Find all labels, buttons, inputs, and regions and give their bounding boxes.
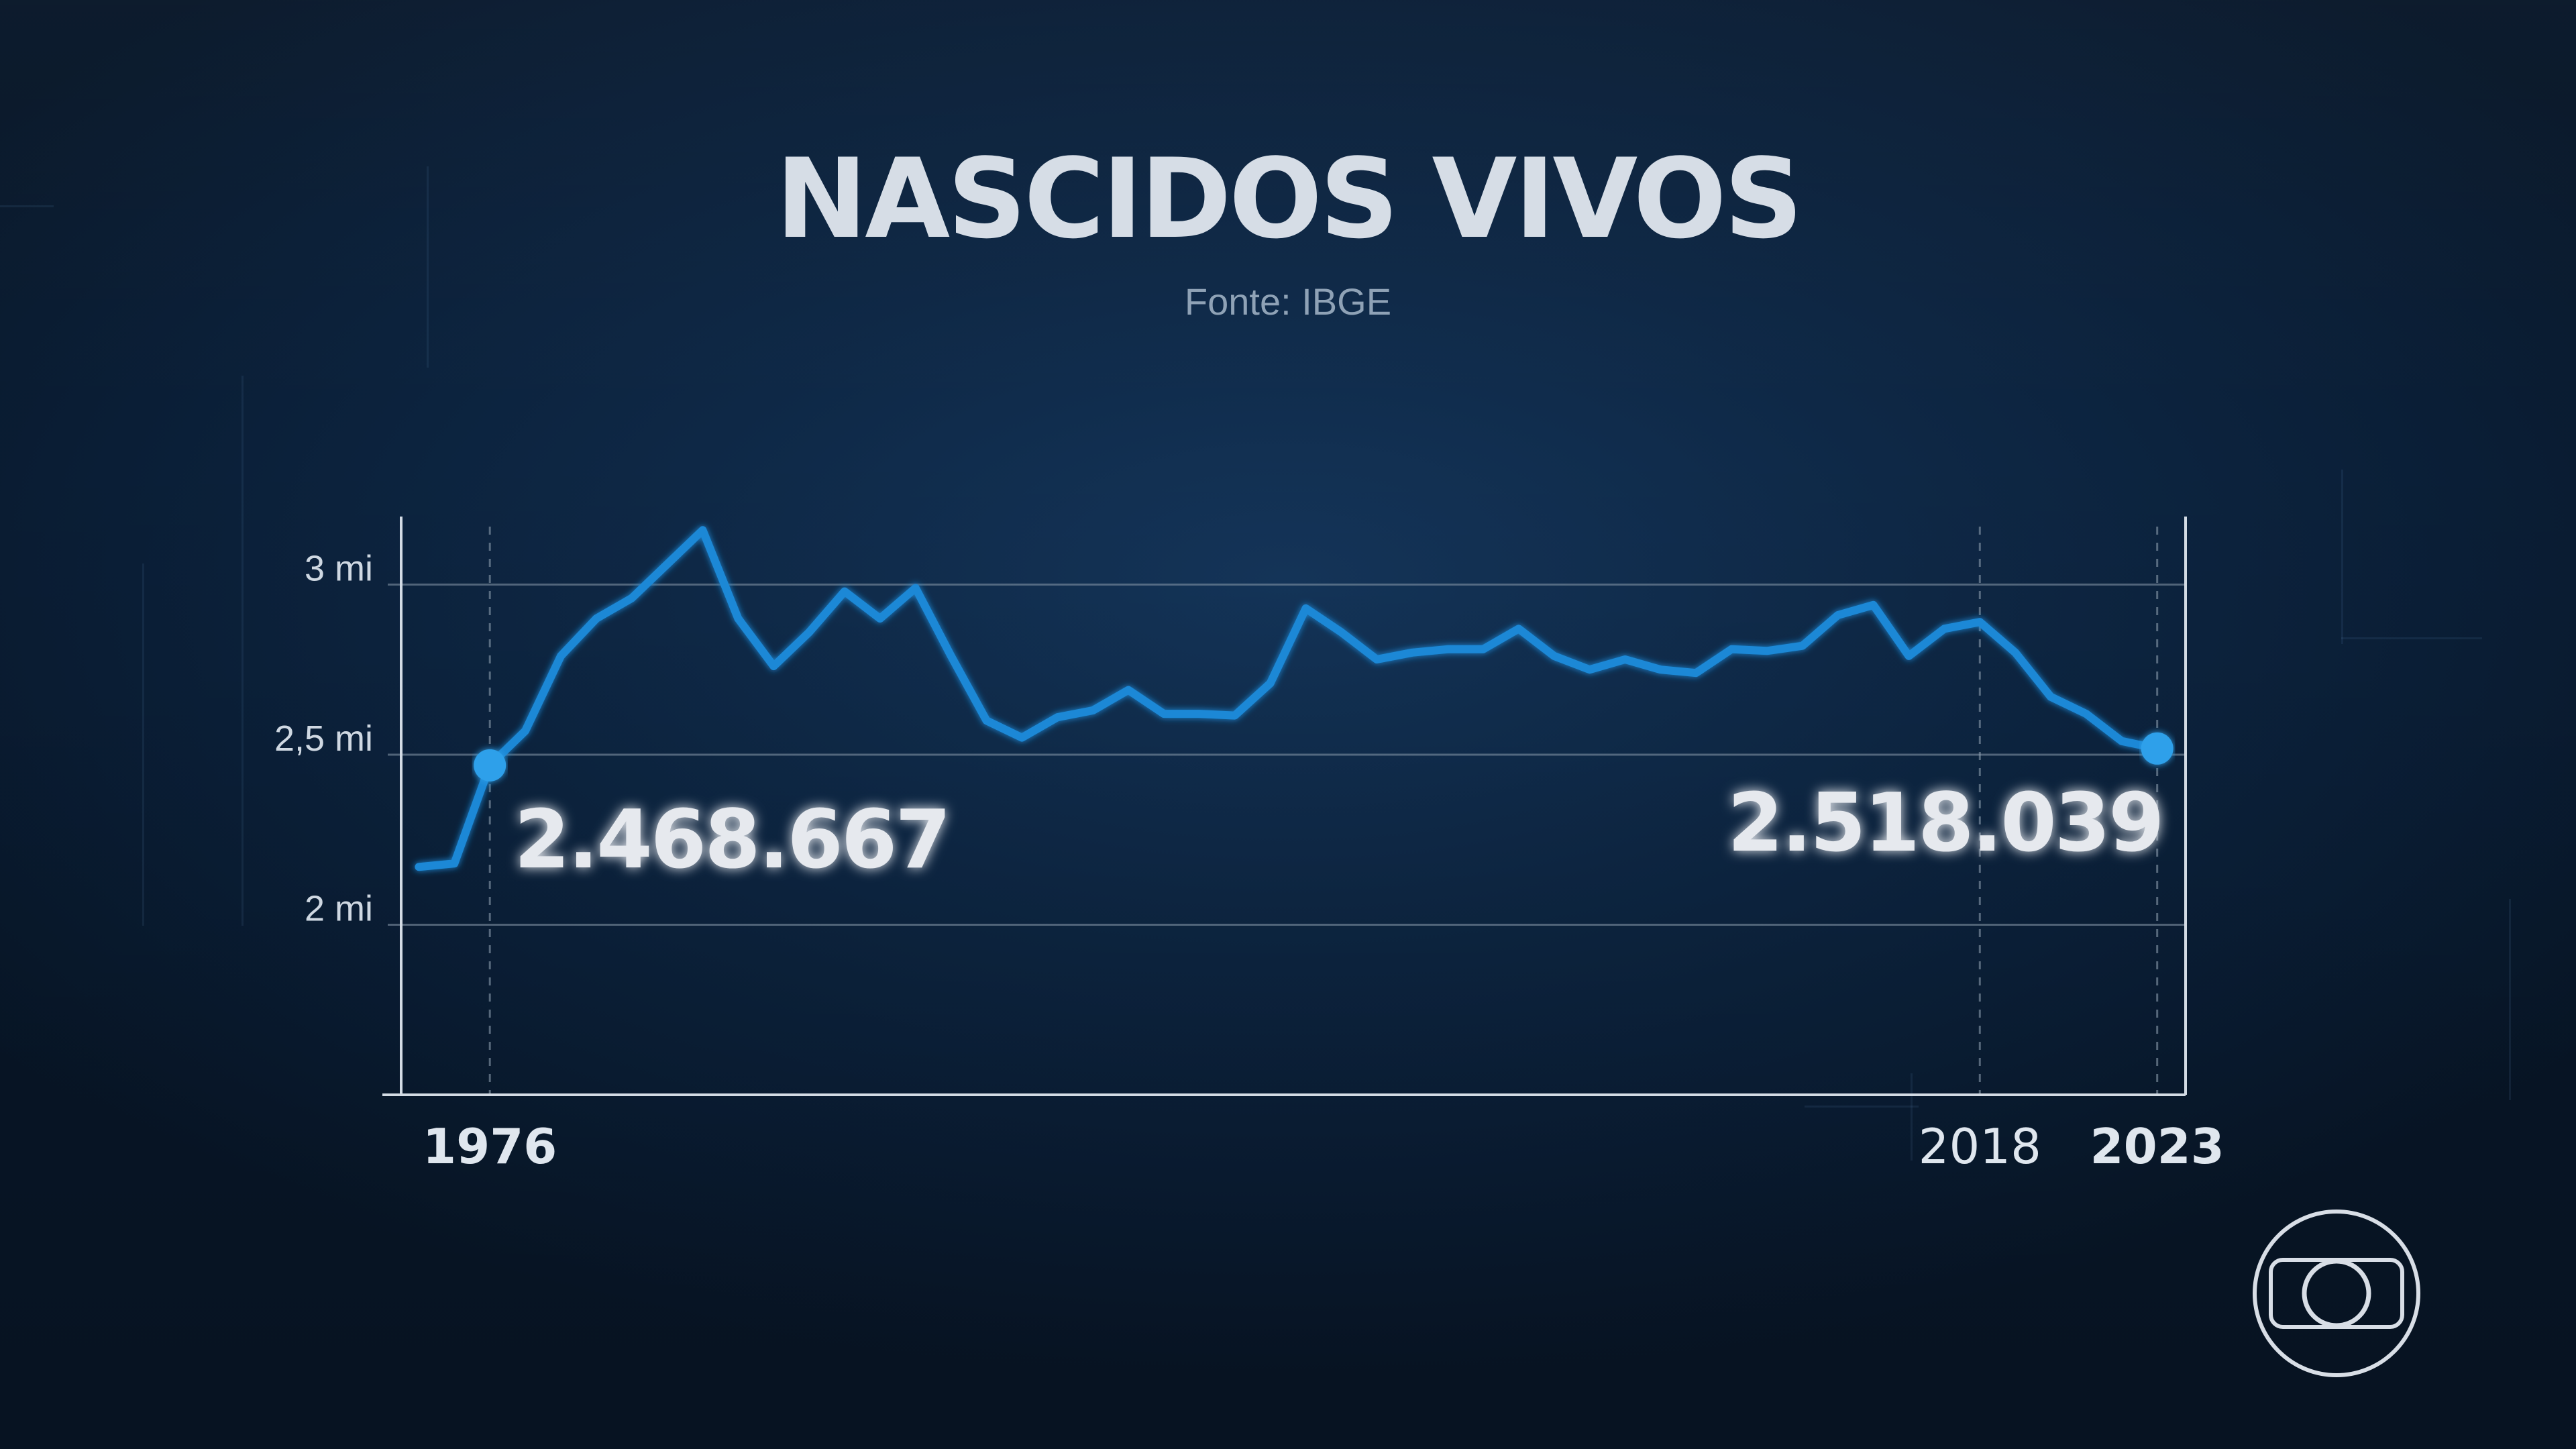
grid-layer (388, 527, 2186, 1095)
data-value-label: 2.468.667 (514, 794, 949, 887)
decor-line (427, 166, 429, 368)
y-tick-label: 3 mi (305, 548, 373, 588)
decor-line (241, 376, 244, 926)
x-tick-label: 2023 (2090, 1118, 2224, 1175)
label-layer: 2 mi 2,5 mi 3 mi 1976 2018 2023 2.468.667 2.518… (274, 548, 2224, 1175)
data-value-label: 2.518.039 (1727, 777, 2163, 870)
x-tick-label: 2018 (1919, 1118, 2041, 1175)
y-tick-label: 2 mi (305, 888, 373, 928)
decor-line (2341, 470, 2343, 644)
chart-source: Fonte: IBGE (1184, 280, 1392, 323)
chart-title: NASCIDOS VIVOS (775, 135, 1803, 263)
decor-line (142, 564, 144, 926)
series-layer (415, 526, 2174, 871)
data-point-marker (474, 749, 506, 782)
axes-layer (382, 517, 2187, 1096)
x-tick-label: 1976 (423, 1118, 557, 1175)
decor-line (1805, 1106, 1919, 1108)
decor-line (1911, 1073, 1913, 1161)
decor-line (0, 205, 54, 207)
tv-globo-icon (2253, 1210, 2420, 1377)
decor-line (2341, 637, 2482, 639)
series-line (415, 526, 2161, 871)
data-point-marker (2141, 732, 2174, 765)
y-tick-label: 2,5 mi (274, 718, 373, 759)
decor-line (2509, 899, 2511, 1100)
